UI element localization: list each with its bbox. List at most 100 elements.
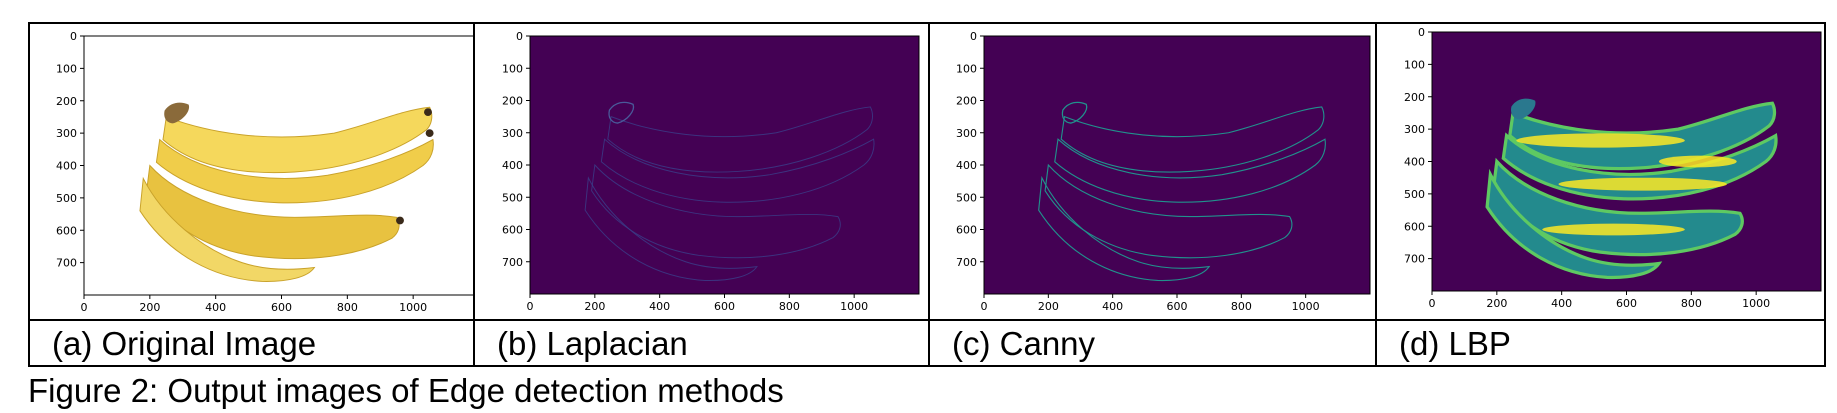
banana-stem xyxy=(164,102,190,124)
y-tick-label: 300 xyxy=(1404,123,1425,136)
panel-caption: (a) Original Image xyxy=(52,325,317,362)
image-content xyxy=(139,102,434,282)
banana-tip xyxy=(424,108,432,116)
banana xyxy=(155,138,434,204)
texture-region xyxy=(1511,98,1536,120)
y-tick-label: 200 xyxy=(1404,91,1425,104)
divider xyxy=(30,319,1824,321)
x-tick-label: 1000 xyxy=(399,301,427,314)
panel-caption: (c) Canny xyxy=(952,325,1096,362)
x-tick-label: 800 xyxy=(1231,300,1252,313)
y-tick-label: 200 xyxy=(56,95,77,108)
y-tick-label: 300 xyxy=(502,127,523,140)
y-tick-label: 200 xyxy=(956,95,977,108)
axes-group: 0 200 400 600 800 1000 0 100 200 300 400 500 600 700 xyxy=(956,30,1371,313)
x-tick-label: 400 xyxy=(1102,300,1123,313)
y-tick-label: 100 xyxy=(1404,58,1425,71)
texture-highlight xyxy=(1658,155,1737,168)
y-tick-label: 600 xyxy=(502,224,523,237)
y-tick-label: 700 xyxy=(956,256,977,269)
image-content xyxy=(584,101,875,281)
edge-line xyxy=(608,101,635,124)
texture-region xyxy=(1485,168,1663,280)
y-tick-label: 0 xyxy=(516,30,523,43)
edge-line xyxy=(1054,138,1326,203)
edge-line xyxy=(584,176,758,281)
texture-highlight xyxy=(1558,177,1727,191)
x-tick-label: 400 xyxy=(1551,297,1572,310)
x-tick-label: 800 xyxy=(1681,297,1702,310)
y-tick-label: 300 xyxy=(56,127,77,140)
x-tick-label: 400 xyxy=(649,300,670,313)
x-tick-label: 1000 xyxy=(840,300,868,313)
y-tick-label: 100 xyxy=(502,62,523,75)
y-tick-label: 0 xyxy=(1418,26,1425,39)
banana xyxy=(162,106,433,173)
y-tick-label: 0 xyxy=(70,30,77,43)
image-content xyxy=(1485,98,1778,280)
y-tick-label: 700 xyxy=(1404,253,1425,266)
edge-line xyxy=(1044,163,1293,259)
x-tick-label: 200 xyxy=(1486,297,1507,310)
edge-line xyxy=(607,106,873,173)
divider xyxy=(1375,24,1377,365)
axes-group: 0 200 400 600 800 1000 0 100 200 300 400 500 600 700 xyxy=(502,30,920,313)
divider xyxy=(473,24,475,365)
lbp-plot: 0 200 400 600 800 1000 0 100 200 300 400 500 600 700 xyxy=(1404,26,1822,310)
y-tick-label: 700 xyxy=(56,257,77,270)
y-tick-label: 400 xyxy=(502,159,523,172)
y-tick-label: 500 xyxy=(502,191,523,204)
y-tick-label: 700 xyxy=(502,256,523,269)
edge-line xyxy=(600,138,875,203)
x-tick-label: 800 xyxy=(779,300,800,313)
x-tick-label: 600 xyxy=(1167,300,1188,313)
x-tick-label: 0 xyxy=(981,300,988,313)
x-tick-label: 400 xyxy=(205,301,226,314)
panel-original: 0 200 400 600 800 1000 0 100 200 300 400 500 600 700 xyxy=(30,24,473,319)
texture-highlight xyxy=(1542,223,1685,236)
original-image-plot: 0 200 400 600 800 1000 0 100 200 300 400 500 600 700 xyxy=(56,30,473,314)
panel-caption: (d) LBP xyxy=(1399,325,1511,362)
x-tick-label: 1000 xyxy=(1742,297,1770,310)
x-tick-label: 600 xyxy=(271,301,292,314)
y-tick-label: 100 xyxy=(956,62,977,75)
laplacian-plot: 0 200 400 600 800 1000 0 100 200 300 400 500 600 700 xyxy=(502,30,920,313)
x-tick-label: 200 xyxy=(1038,300,1059,313)
banana-tip xyxy=(425,129,434,138)
x-tick-label: 1000 xyxy=(1292,300,1320,313)
banana xyxy=(139,176,316,282)
figure-grid: 0 200 400 600 800 1000 0 100 200 300 400 500 600 700 … xyxy=(28,22,1826,367)
y-tick-label: 500 xyxy=(56,192,77,205)
x-tick-label: 200 xyxy=(139,301,160,314)
edge-line xyxy=(1038,175,1211,282)
x-tick-label: 0 xyxy=(1429,297,1436,310)
y-tick-label: 300 xyxy=(956,127,977,140)
panel-caption: (b) Laplacian xyxy=(497,325,688,362)
edge-line xyxy=(1061,101,1088,124)
panel-lbp: 0 200 400 600 800 1000 0 100 200 300 400 500 600 700 xyxy=(1377,24,1826,319)
figure-caption: Figure 2: Output images of Edge detectio… xyxy=(28,372,784,409)
x-tick-label: 200 xyxy=(584,300,605,313)
y-tick-label: 0 xyxy=(970,30,977,43)
y-tick-label: 400 xyxy=(956,159,977,172)
image-background xyxy=(530,36,919,294)
y-tick-label: 400 xyxy=(56,160,77,173)
divider xyxy=(928,24,930,365)
y-tick-label: 600 xyxy=(1404,220,1425,233)
axes-group: 0 200 400 600 800 1000 0 100 200 300 400 500 600 700 xyxy=(56,30,473,314)
y-tick-label: 200 xyxy=(502,95,523,108)
y-tick-label: 600 xyxy=(956,224,977,237)
texture-highlight xyxy=(1516,133,1685,148)
y-tick-label: 500 xyxy=(1404,188,1425,201)
y-tick-label: 100 xyxy=(56,62,77,75)
x-tick-label: 0 xyxy=(81,301,88,314)
x-tick-label: 0 xyxy=(527,300,534,313)
panel-laplacian: 0 200 400 600 800 1000 0 100 200 300 400 500 600 700 xyxy=(475,24,928,319)
axes-group: 0 200 400 600 800 1000 0 100 200 300 400 500 600 700 xyxy=(1404,26,1822,310)
edge-line xyxy=(591,163,841,259)
banana xyxy=(146,164,400,260)
y-tick-label: 400 xyxy=(1404,156,1425,169)
y-tick-label: 600 xyxy=(56,224,77,237)
x-tick-label: 800 xyxy=(337,301,358,314)
image-content xyxy=(1038,101,1326,282)
